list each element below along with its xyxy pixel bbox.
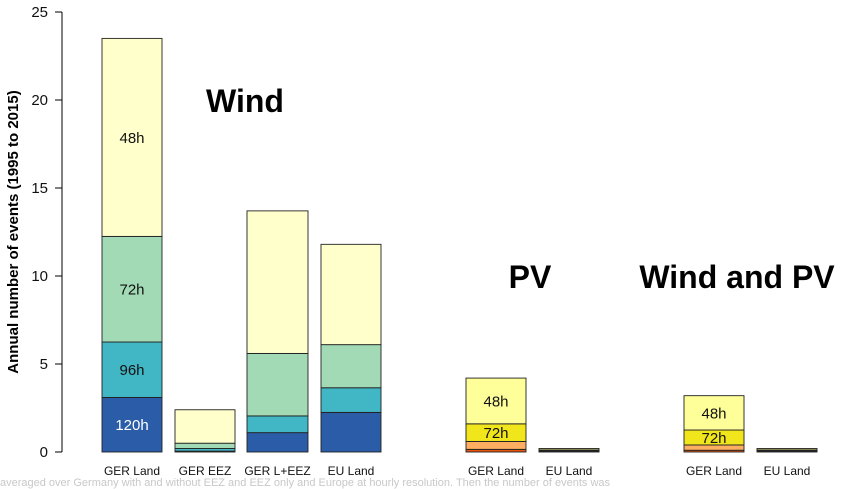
category-label: GER L+EEZ [244,464,310,478]
category-label: GER EEZ [179,464,232,478]
segment-label: 120h [115,417,148,434]
category-label: EU Land [546,464,593,478]
segment-label: 48h [483,393,508,410]
bars: 120h 96h 72h 48h 72h 48h 72h 48h [101,37,818,453]
bar-segment [246,352,309,417]
segment-label: 96h [119,362,144,379]
bar-segment [320,387,382,413]
segment-label: 48h [119,130,144,147]
segment-label: 72h [119,282,144,299]
bar-segment [465,440,527,450]
bar-segment [101,396,163,453]
group-title: PV [509,259,552,295]
bar-segment [174,409,236,444]
bar-segment [246,432,309,453]
y-tick-label: 20 [31,92,48,109]
bar-segment [320,411,382,453]
category-label: GER Land [104,464,160,478]
y-tick-label: 10 [31,268,48,285]
group-titles: Wind PV Wind and PV [206,83,835,295]
y-axis-title: Annual number of events (1995 to 2015) [5,90,22,373]
bar-segment [465,377,527,425]
category-label: EU Land [764,464,811,478]
figure-caption: averaged over Germany with and without E… [0,478,611,489]
segment-label: 48h [701,405,726,422]
bar-segment [538,448,600,451]
bar-segment [101,37,163,237]
bar-segment [756,448,818,451]
y-axis: 0 5 10 15 20 25 [31,4,63,461]
stacked-bar-chart: 0 5 10 15 20 25 Annual number of events (1995… [5,4,835,478]
bar-segment [246,210,309,354]
bar-segment [101,341,163,398]
category-label: GER Land [468,464,524,478]
y-tick-label: 5 [40,356,48,373]
category-label: EU Land [328,464,375,478]
segment-label: 72h [701,430,726,447]
category-labels: GER Land GER EEZ GER L+EEZ EU Land GER Land E… [104,464,810,478]
y-tick-label: 25 [31,4,48,21]
bar-segment [683,395,745,431]
category-label: GER Land [686,464,742,478]
bar-segment [320,344,382,389]
segment-label: 72h [483,425,508,442]
y-tick-label: 15 [31,180,48,197]
bar-segment [320,243,382,346]
bar-segment [246,415,309,434]
group-title: Wind and PV [639,259,835,295]
y-tick-label: 0 [40,444,48,461]
group-title: Wind [206,83,284,119]
bar-segment [174,442,236,449]
